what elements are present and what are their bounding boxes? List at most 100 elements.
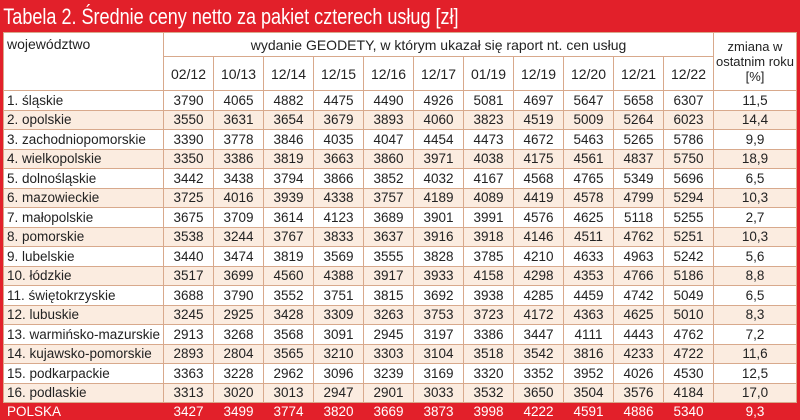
price-cell: 5118 — [613, 207, 664, 228]
region-name: 16. podlaskie — [3, 382, 164, 403]
price-cell: 3228 — [213, 363, 264, 384]
header-change: zmiana w ostatnim roku [%] — [713, 32, 797, 91]
price-cell: 3637 — [363, 226, 414, 247]
price-cell: 5081 — [463, 90, 514, 111]
price-cell: 2945 — [363, 324, 414, 345]
table-row: 13. warmińsko-mazurskie 2913 3268 3568 3091 2… — [3, 324, 797, 345]
price-cell: 3663 — [313, 148, 364, 169]
region-name: 7. małopolskie — [3, 207, 164, 228]
price-cell: 3309 — [313, 304, 364, 325]
price-cell: 4578 — [563, 187, 614, 208]
price-cell: 4625 — [563, 207, 614, 228]
price-cell: 2804 — [213, 343, 264, 364]
price-cell: 3096 — [313, 363, 364, 384]
price-cell: 3320 — [463, 363, 514, 384]
price-cell: 5010 — [663, 304, 714, 325]
price-cell: 4175 — [513, 148, 564, 169]
price-cell: 4766 — [613, 265, 664, 286]
table-row: 1. śląskie 3790 4065 4882 4475 4490 4926 5081 46… — [3, 90, 797, 111]
price-cell: 3555 — [363, 246, 414, 267]
price-cell: 3440 — [163, 246, 214, 267]
price-cell: 3938 — [463, 285, 514, 306]
price-table: województwo wydanie GEODETY, w którym uk… — [3, 32, 797, 420]
price-cell: 3245 — [163, 304, 214, 325]
change-cell: 8,8 — [713, 265, 797, 286]
change-cell: 11,5 — [713, 90, 797, 111]
price-cell: 3785 — [463, 246, 514, 267]
price-cell: 3447 — [513, 324, 564, 345]
table-title: Tabela 2. Średnie ceny netto za pakiet c… — [3, 4, 459, 29]
price-cell: 5186 — [663, 265, 714, 286]
price-cell: 3565 — [263, 343, 314, 364]
table-row: 10. łódzkie 3517 3699 4560 4388 3917 3933 4158 4… — [3, 265, 797, 286]
change-cell: 7,2 — [713, 324, 797, 345]
price-cell: 3709 — [213, 207, 264, 228]
price-cell: 2925 — [213, 304, 264, 325]
price-cell: 3893 — [363, 109, 414, 130]
price-cell: 4338 — [313, 187, 364, 208]
price-cell: 3971 — [413, 148, 464, 169]
change-cell: 10,3 — [713, 187, 797, 208]
price-cell: 3104 — [413, 343, 464, 364]
price-cell: 3244 — [213, 226, 264, 247]
price-cell: 3569 — [313, 246, 364, 267]
price-cell: 4722 — [663, 343, 714, 364]
price-cell: 4060 — [413, 109, 464, 130]
price-cell: 3675 — [163, 207, 214, 228]
table-row: 12. lubuskie 3245 2925 3428 3309 3263 3753 3723… — [3, 304, 797, 325]
price-cell: 3169 — [413, 363, 464, 384]
price-cell: 3517 — [163, 265, 214, 286]
price-cell: 4672 — [513, 129, 564, 150]
price-cell: 3873 — [413, 402, 464, 420]
price-cell: 3020 — [213, 382, 264, 403]
price-cell: 5049 — [663, 285, 714, 306]
price-cell: 3576 — [613, 382, 664, 403]
price-cell: 5786 — [663, 129, 714, 150]
region-name: 10. łódzkie — [3, 265, 164, 286]
region-name: 15. podkarpackie — [3, 363, 164, 384]
price-cell: 5265 — [613, 129, 664, 150]
change-cell: 10,3 — [713, 226, 797, 247]
table-row: 8. pomorskie 3538 3244 3767 3833 3637 3916 3918… — [3, 226, 797, 247]
price-cell: 4926 — [413, 90, 464, 111]
price-cell: 3438 — [213, 168, 264, 189]
price-cell: 3917 — [363, 265, 414, 286]
region-name: 13. warmińsko-mazurskie — [3, 324, 164, 345]
price-cell: 3998 — [463, 402, 514, 420]
price-cell: 5251 — [663, 226, 714, 247]
price-cell: 3504 — [563, 382, 614, 403]
price-cell: 4490 — [363, 90, 414, 111]
price-cell: 4353 — [563, 265, 614, 286]
price-cell: 4089 — [463, 187, 514, 208]
header-region: województwo — [3, 32, 164, 91]
change-cell: 12,5 — [713, 363, 797, 384]
price-cell: 5349 — [613, 168, 664, 189]
price-cell: 4363 — [563, 304, 614, 325]
price-cell: 4065 — [213, 90, 264, 111]
price-cell: 3816 — [563, 343, 614, 364]
price-cell: 4210 — [513, 246, 564, 267]
price-cell: 3239 — [363, 363, 414, 384]
price-cell: 4443 — [613, 324, 664, 345]
price-cell: 3723 — [463, 304, 514, 325]
price-cell: 5750 — [663, 148, 714, 169]
table-row: 11. świętokrzyskie 3688 3790 3552 3751 3815 36… — [3, 285, 797, 306]
price-cell: 3532 — [463, 382, 514, 403]
price-cell: 3263 — [363, 304, 414, 325]
table-row: 2. opolskie 3550 3631 3654 3679 3893 4060 3823 4… — [3, 109, 797, 130]
price-cell: 3386 — [213, 148, 264, 169]
price-cell: 3474 — [213, 246, 264, 267]
price-cell: 4047 — [363, 129, 414, 150]
price-cell: 3939 — [263, 187, 314, 208]
header-edition-col: 12/19 — [513, 56, 564, 91]
price-cell: 3352 — [513, 363, 564, 384]
price-cell: 4799 — [613, 187, 664, 208]
price-cell: 4765 — [563, 168, 614, 189]
price-cell: 4762 — [663, 324, 714, 345]
header-edition-col: 12/15 — [313, 56, 364, 91]
table-row: 7. małopolskie 3675 3709 3614 4123 3689 3901 39… — [3, 207, 797, 228]
table-row: 4. wielkopolskie 3350 3386 3819 3663 3860 3971… — [3, 148, 797, 169]
table-row: 6. mazowieckie 3725 4016 3939 4338 3757 4189 40… — [3, 187, 797, 208]
total-row: POLSKA 3427 3499 3774 3820 3669 3873 3998 4222 45… — [3, 402, 797, 420]
price-cell: 3689 — [363, 207, 414, 228]
